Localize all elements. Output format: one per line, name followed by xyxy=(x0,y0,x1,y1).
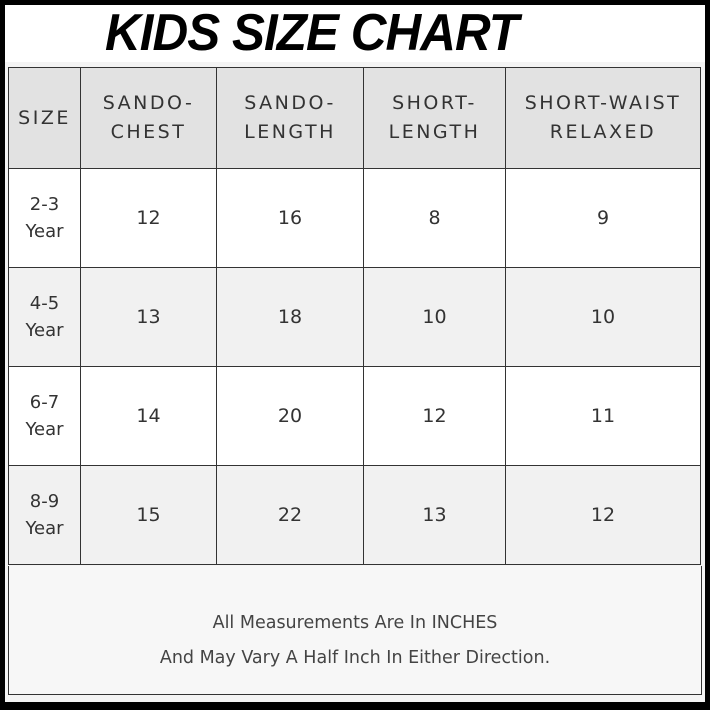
header-text: SANDO- xyxy=(102,92,195,114)
measurement-cell: 15 xyxy=(80,465,217,565)
measurement-cell: 12 xyxy=(80,168,217,268)
measurement-note: All Measurements Are In INCHES And May V… xyxy=(8,566,702,695)
header-row: SIZE SANDO- CHEST SANDO- LENGTH SHORT- LENG… xyxy=(8,67,701,169)
page-title: KIDS SIZE CHART xyxy=(105,4,519,62)
table-row: 8-9 Year 15 22 13 12 xyxy=(8,465,701,565)
size-range: 6-7 xyxy=(29,392,60,413)
header-text: SANDO- xyxy=(244,92,336,114)
measurement-cell: 22 xyxy=(216,465,364,565)
measurement-cell: 18 xyxy=(216,267,364,367)
measurement-cell: 13 xyxy=(80,267,217,367)
header-text: LENGTH xyxy=(388,121,481,143)
measurement-cell: 13 xyxy=(363,465,506,565)
measurement-cell: 10 xyxy=(505,267,701,367)
header-short-waist-relaxed: SHORT-WAIST RELAXED xyxy=(505,67,701,169)
note-line-2: And May Vary A Half Inch In Either Direc… xyxy=(159,648,551,668)
size-unit: Year xyxy=(25,518,64,539)
size-table: SIZE SANDO- CHEST SANDO- LENGTH SHORT- LENG… xyxy=(8,67,701,565)
measurement-cell: 12 xyxy=(363,366,506,466)
size-unit: Year xyxy=(25,419,64,440)
table-row: 2-3 Year 12 16 8 9 xyxy=(8,168,701,268)
size-cell: 6-7 Year xyxy=(8,366,81,466)
table-row: 4-5 Year 13 18 10 10 xyxy=(8,267,701,367)
size-range: 4-5 xyxy=(29,293,60,314)
header-text: SHORT-WAIST xyxy=(524,92,682,114)
measurement-cell: 10 xyxy=(363,267,506,367)
table-row: 6-7 Year 14 20 12 11 xyxy=(8,366,701,466)
size-unit: Year xyxy=(25,320,64,341)
measurement-cell: 16 xyxy=(216,168,364,268)
header-text: SHORT- xyxy=(392,92,477,114)
header-size: SIZE xyxy=(8,67,81,169)
header-text: SIZE xyxy=(18,106,71,129)
measurement-cell: 9 xyxy=(505,168,701,268)
header-text: RELAXED xyxy=(549,121,657,143)
measurement-cell: 11 xyxy=(505,366,701,466)
size-range: 2-3 xyxy=(29,194,60,215)
header-short-length: SHORT- LENGTH xyxy=(363,67,506,169)
header-text: CHEST xyxy=(110,121,187,143)
size-range: 8-9 xyxy=(29,491,60,512)
note-line-1: All Measurements Are In INCHES xyxy=(212,613,498,633)
measurement-cell: 8 xyxy=(363,168,506,268)
size-unit: Year xyxy=(25,221,64,242)
title-bar: KIDS SIZE CHART xyxy=(5,5,705,62)
measurement-cell: 14 xyxy=(80,366,217,466)
measurement-cell: 12 xyxy=(505,465,701,565)
size-cell: 8-9 Year xyxy=(8,465,81,565)
measurement-cell: 20 xyxy=(216,366,364,466)
header-sando-length: SANDO- LENGTH xyxy=(216,67,364,169)
header-text: LENGTH xyxy=(244,121,336,143)
size-cell: 4-5 Year xyxy=(8,267,81,367)
header-sando-chest: SANDO- CHEST xyxy=(80,67,217,169)
size-cell: 2-3 Year xyxy=(8,168,81,268)
